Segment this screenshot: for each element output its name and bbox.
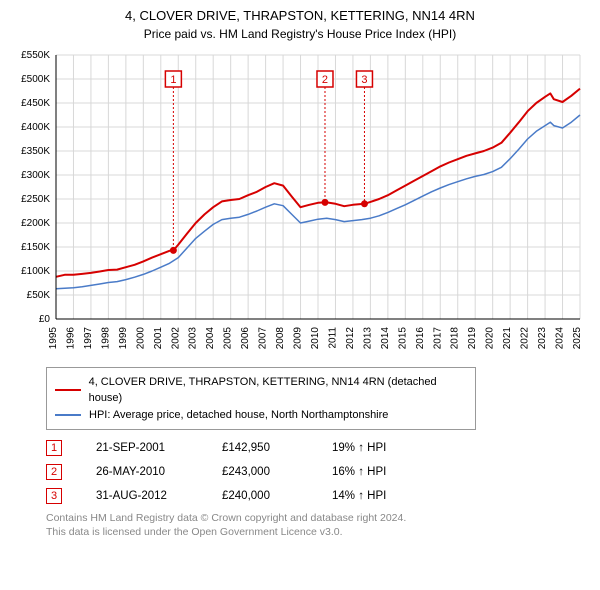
chart-subtitle: Price paid vs. HM Land Registry's House … xyxy=(10,27,590,41)
chart-title: 4, CLOVER DRIVE, THRAPSTON, KETTERING, N… xyxy=(10,8,590,25)
marker-row: 3 31-AUG-2012 £240,000 14% ↑ HPI xyxy=(46,488,590,504)
svg-text:£350K: £350K xyxy=(21,146,50,157)
svg-text:2006: 2006 xyxy=(240,326,251,349)
svg-text:1: 1 xyxy=(170,74,176,86)
legend-swatch xyxy=(55,389,81,391)
svg-text:£500K: £500K xyxy=(21,74,50,85)
chart-container: 4, CLOVER DRIVE, THRAPSTON, KETTERING, N… xyxy=(0,0,600,550)
svg-text:2011: 2011 xyxy=(327,326,338,348)
svg-text:£50K: £50K xyxy=(27,290,51,301)
marker-pct: 14% ↑ HPI xyxy=(332,490,422,502)
svg-text:2007: 2007 xyxy=(258,326,269,349)
svg-text:1999: 1999 xyxy=(118,326,129,349)
svg-text:2018: 2018 xyxy=(450,326,461,349)
svg-text:2016: 2016 xyxy=(415,326,426,349)
svg-text:2023: 2023 xyxy=(537,326,548,349)
svg-text:2009: 2009 xyxy=(293,326,304,349)
chart-svg: £0 £50K £100K £150K £200K £250K £300K £350K £400… xyxy=(10,49,590,359)
legend-row: HPI: Average price, detached house, Nort… xyxy=(55,407,467,424)
svg-text:£400K: £400K xyxy=(21,122,50,133)
svg-text:3: 3 xyxy=(361,74,367,86)
marker-pct: 19% ↑ HPI xyxy=(332,442,422,454)
footer-line-2: This data is licensed under the Open Gov… xyxy=(46,526,590,540)
marker-row: 1 21-SEP-2001 £142,950 19% ↑ HPI xyxy=(46,440,590,456)
svg-text:2020: 2020 xyxy=(485,326,496,349)
svg-text:1998: 1998 xyxy=(100,326,111,349)
svg-text:£250K: £250K xyxy=(21,194,50,205)
svg-text:2014: 2014 xyxy=(380,326,391,349)
legend-label: 4, CLOVER DRIVE, THRAPSTON, KETTERING, N… xyxy=(89,374,467,407)
svg-text:2008: 2008 xyxy=(275,326,286,349)
marker-date: 31-AUG-2012 xyxy=(96,490,188,502)
svg-text:2004: 2004 xyxy=(205,326,216,349)
footer-line-1: Contains HM Land Registry data © Crown c… xyxy=(46,512,590,526)
svg-text:2025: 2025 xyxy=(572,326,583,349)
svg-text:£0: £0 xyxy=(39,314,51,325)
chart-plot: £0 £50K £100K £150K £200K £250K £300K £350K £400… xyxy=(10,49,590,359)
marker-badge: 1 xyxy=(46,440,62,456)
legend-row: 4, CLOVER DRIVE, THRAPSTON, KETTERING, N… xyxy=(55,374,467,407)
marker-pct: 16% ↑ HPI xyxy=(332,466,422,478)
legend-swatch xyxy=(55,414,81,416)
marker-price: £240,000 xyxy=(222,490,298,502)
marker-badge: 3 xyxy=(46,488,62,504)
marker-date: 26-MAY-2010 xyxy=(96,466,188,478)
svg-text:1997: 1997 xyxy=(83,326,94,349)
svg-text:2021: 2021 xyxy=(502,326,513,349)
svg-text:2015: 2015 xyxy=(397,326,408,349)
svg-text:£200K: £200K xyxy=(21,218,50,229)
svg-text:£100K: £100K xyxy=(21,266,50,277)
marker-date: 21-SEP-2001 xyxy=(96,442,188,454)
svg-text:1995: 1995 xyxy=(48,326,59,349)
svg-text:2012: 2012 xyxy=(345,326,356,349)
svg-text:£550K: £550K xyxy=(21,50,50,61)
svg-text:£450K: £450K xyxy=(21,98,50,109)
svg-text:2010: 2010 xyxy=(310,326,321,349)
marker-table: 1 21-SEP-2001 £142,950 19% ↑ HPI 2 26-MAY-201… xyxy=(46,440,590,504)
svg-text:2003: 2003 xyxy=(188,326,199,349)
svg-text:£300K: £300K xyxy=(21,170,50,181)
svg-text:2024: 2024 xyxy=(555,326,566,349)
svg-text:2000: 2000 xyxy=(135,326,146,349)
svg-text:2013: 2013 xyxy=(362,326,373,349)
footer-attribution: Contains HM Land Registry data © Crown c… xyxy=(46,512,590,539)
svg-text:2002: 2002 xyxy=(170,326,181,349)
svg-text:2019: 2019 xyxy=(467,326,478,349)
svg-text:2001: 2001 xyxy=(153,326,164,349)
marker-price: £142,950 xyxy=(222,442,298,454)
svg-text:2017: 2017 xyxy=(432,326,443,349)
svg-text:£150K: £150K xyxy=(21,242,50,253)
svg-text:2: 2 xyxy=(322,74,328,86)
svg-text:2022: 2022 xyxy=(520,326,531,349)
marker-price: £243,000 xyxy=(222,466,298,478)
svg-text:2005: 2005 xyxy=(223,326,234,349)
legend-label: HPI: Average price, detached house, Nort… xyxy=(89,407,388,424)
marker-row: 2 26-MAY-2010 £243,000 16% ↑ HPI xyxy=(46,464,590,480)
legend: 4, CLOVER DRIVE, THRAPSTON, KETTERING, N… xyxy=(46,367,476,431)
marker-badge: 2 xyxy=(46,464,62,480)
svg-text:1996: 1996 xyxy=(65,326,76,349)
